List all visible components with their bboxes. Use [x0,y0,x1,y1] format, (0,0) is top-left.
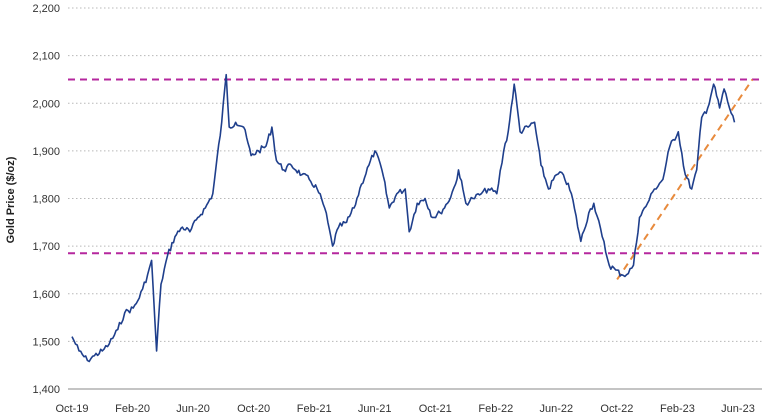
y-tick-label: 1,800 [32,194,60,206]
x-tick-label: Jun-23 [721,403,755,415]
x-axis-ticks: Oct-19 Feb-20 Jun-20 Oct-20 Feb-21 Jun-21 Oct-… [55,403,754,415]
y-tick-label: 2,000 [32,98,60,110]
x-tick-label: Jun-20 [176,403,210,415]
y-tick-label: 2,200 [32,3,60,15]
y-axis-label: Gold Price ($/oz) [5,156,17,243]
x-tick-label: Oct-20 [237,403,270,415]
reference-lines [68,78,762,281]
x-tick-label: Oct-19 [55,403,88,415]
y-tick-label: 1,600 [32,289,60,301]
y-tick-label: 1,700 [32,241,60,253]
x-tick-label: Feb-23 [660,403,695,415]
x-tick-label: Oct-21 [419,403,452,415]
y-tick-label: 2,100 [32,51,60,63]
x-tick-label: Feb-22 [478,403,513,415]
gold-price-line [71,73,736,363]
x-tick-label: Feb-20 [115,403,150,415]
x-tick-label: Jun-21 [358,403,392,415]
series-group [71,73,736,363]
x-tick-label: Feb-21 [297,403,332,415]
y-tick-label: 1,900 [32,146,60,158]
y-tick-label: 1,500 [32,336,60,348]
x-tick-label: Jun-22 [540,403,574,415]
y-axis-ticks: 1,400 1,500 1,600 1,700 1,800 1,900 2,000 2,100… [32,3,60,396]
trendline [616,78,754,281]
y-tick-label: 1,400 [32,384,60,396]
x-tick-label: Oct-22 [600,403,633,415]
gridlines [68,7,762,342]
